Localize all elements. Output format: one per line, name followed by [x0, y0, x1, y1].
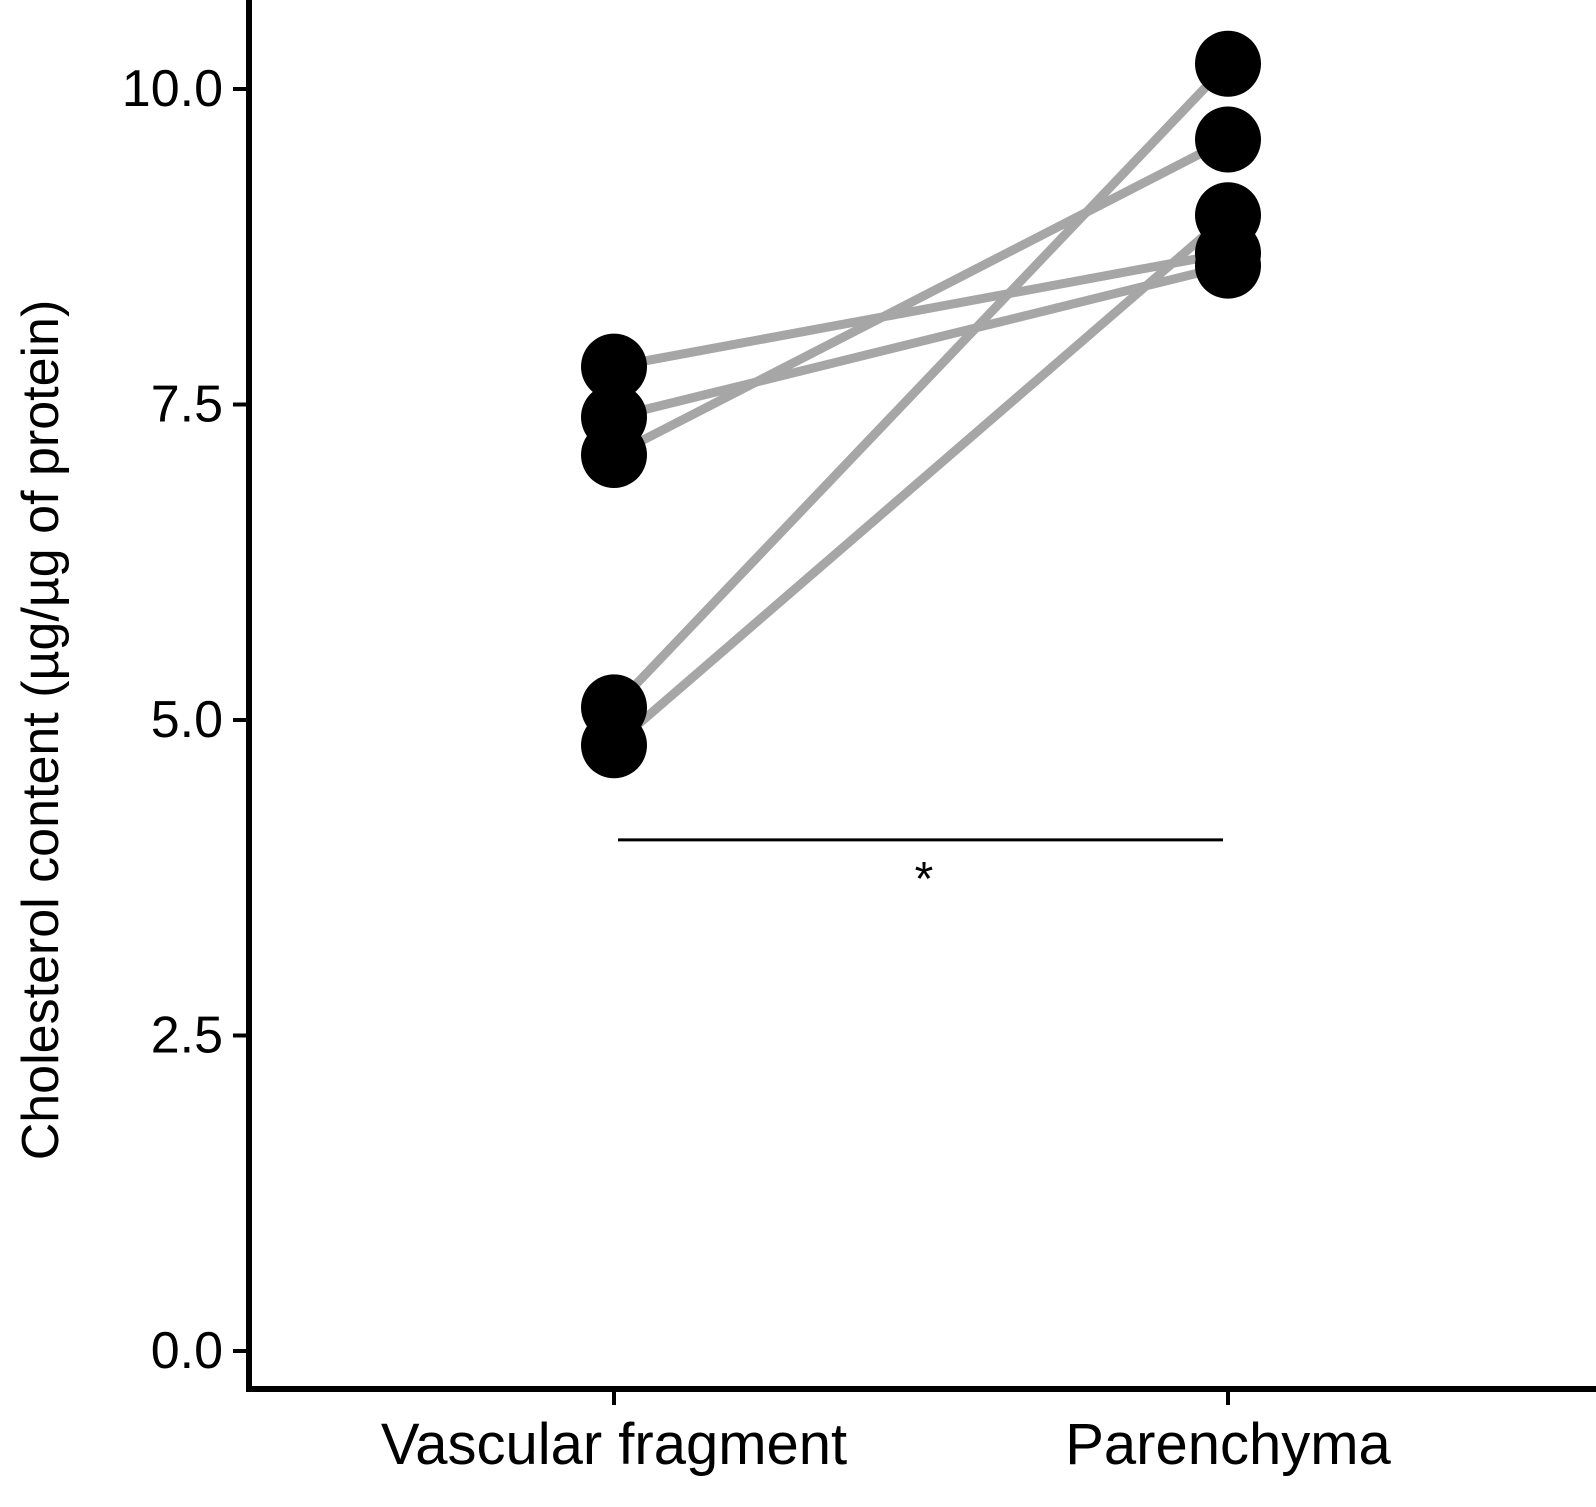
- x-tick-label: Vascular fragment: [381, 1412, 847, 1477]
- data-point: [581, 712, 647, 779]
- y-tick-label: 2.5: [151, 1007, 223, 1065]
- series-line: [609, 248, 1233, 372]
- series-points: [581, 30, 1261, 779]
- series-lines: [609, 59, 1233, 750]
- y-axis-title: Cholesterol content (µg/µg of protein): [12, 300, 70, 1161]
- series-line: [609, 210, 1233, 750]
- y-tick-label: 7.5: [151, 376, 223, 434]
- y-tick-label: 5.0: [151, 691, 223, 749]
- x-tick-label: Parenchyma: [1065, 1412, 1391, 1477]
- data-point: [1195, 30, 1261, 97]
- x-ticks: Vascular fragment Parenchyma: [381, 1389, 1392, 1477]
- data-point: [581, 421, 647, 488]
- series-line: [609, 261, 1233, 422]
- significance-annotation: *: [618, 838, 1223, 906]
- data-point: [581, 333, 647, 400]
- y-ticks: 0.0 2.5 5.0 7.5 10.0: [122, 60, 249, 1380]
- data-point: [1195, 232, 1261, 299]
- data-point: [1195, 182, 1261, 249]
- series-line: [609, 134, 1233, 460]
- significance-label: *: [915, 853, 934, 906]
- data-point: [1195, 106, 1261, 173]
- axes: [246, 0, 1596, 1392]
- y-tick-label: 0.0: [151, 1322, 223, 1380]
- series-line: [609, 59, 1233, 712]
- y-tick-label: 10.0: [122, 60, 223, 118]
